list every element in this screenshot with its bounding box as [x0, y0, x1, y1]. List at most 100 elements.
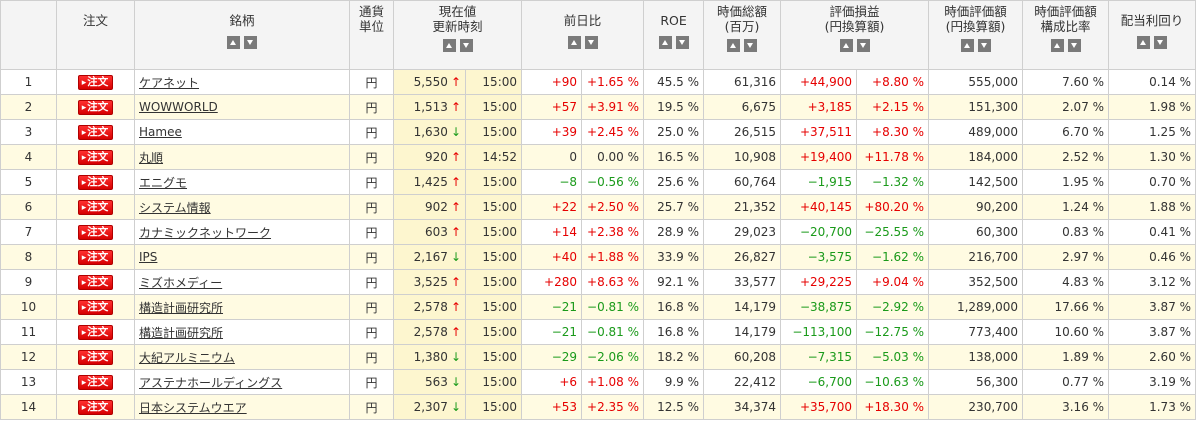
price-cell: 902 ↑ — [393, 194, 466, 220]
row-index: 13 — [0, 369, 57, 395]
composition-ratio: 2.07 % — [1022, 94, 1110, 120]
profit-loss-percent: +2.15 % — [856, 94, 930, 120]
stock-name-link[interactable]: 大紀アルミニウム — [139, 350, 235, 365]
row-index: 8 — [0, 244, 57, 270]
stock-name-link[interactable]: IPS — [139, 250, 158, 264]
current-price: 563 — [425, 375, 448, 389]
portfolio-table: 注文 銘柄 通貨 単位 現在値 更新時刻 前日比 ROE — [0, 0, 1196, 420]
header-roe: ROE — [643, 0, 705, 70]
change-percent: +2.35 % — [581, 394, 645, 420]
sort-desc-icon[interactable] — [244, 36, 257, 49]
sort-asc-icon[interactable] — [839, 39, 853, 52]
sort-asc-icon[interactable] — [567, 36, 581, 49]
update-time: 15:00 — [464, 294, 523, 320]
sort-desc-icon[interactable] — [1067, 39, 1081, 52]
sort-asc-icon[interactable] — [1050, 39, 1064, 52]
currency-unit: 円 — [349, 144, 394, 170]
order-button[interactable]: 注文 — [77, 150, 114, 165]
order-button[interactable]: 注文 — [77, 375, 114, 390]
order-button[interactable]: 注文 — [77, 250, 114, 265]
price-cell: 2,307 ↓ — [393, 394, 466, 420]
order-button[interactable]: 注文 — [77, 350, 114, 365]
stock-name-link[interactable]: 日本システムウエア — [139, 400, 247, 415]
sort-desc-icon[interactable] — [744, 39, 758, 52]
header-roe-label: ROE — [660, 13, 687, 28]
update-time: 15:00 — [464, 244, 523, 270]
header-index — [0, 0, 57, 70]
order-button[interactable]: 注文 — [77, 225, 114, 240]
profit-loss: −6,700 — [780, 369, 858, 395]
price-arrow-icon: ↑ — [450, 100, 461, 114]
stock-name-link[interactable]: WOWWORLD — [139, 100, 218, 114]
order-button[interactable]: 注文 — [77, 300, 114, 315]
stock-name-link[interactable]: ケアネット — [139, 75, 200, 90]
sort-desc-icon[interactable] — [1154, 36, 1168, 49]
currency-unit: 円 — [349, 219, 394, 245]
price-arrow-icon: ↑ — [450, 150, 461, 164]
order-button[interactable]: 注文 — [77, 75, 114, 90]
stock-name-link[interactable]: ミズホメディー — [139, 275, 223, 290]
price-cell: 2,167 ↓ — [393, 244, 466, 270]
profit-loss: −113,100 — [780, 319, 858, 345]
stock-name-link[interactable]: 丸順 — [139, 150, 164, 165]
stock-name-link[interactable]: カナミックネットワーク — [139, 225, 272, 240]
order-button[interactable]: 注文 — [77, 400, 114, 415]
stock-name-link[interactable]: アステナホールディングス — [139, 375, 283, 390]
row-index: 9 — [0, 269, 57, 295]
composition-ratio: 0.77 % — [1022, 369, 1110, 395]
market-cap: 61,316 — [703, 69, 782, 95]
order-button[interactable]: 注文 — [77, 100, 114, 115]
order-button[interactable]: 注文 — [77, 275, 114, 290]
sort-desc-icon[interactable] — [856, 39, 870, 52]
market-cap: 33,577 — [703, 269, 782, 295]
stock-name-link[interactable]: システム情報 — [139, 200, 211, 215]
stock-name-link[interactable]: Hamee — [139, 125, 182, 139]
profit-loss-percent: −12.75 % — [856, 319, 930, 345]
currency-unit: 円 — [349, 119, 394, 145]
order-cell: 注文 — [56, 294, 135, 320]
stock-name-link[interactable]: 構造計画研究所 — [139, 325, 224, 340]
update-time: 15:00 — [464, 194, 523, 220]
dividend-yield: 0.41 % — [1108, 219, 1197, 245]
market-value: 773,400 — [928, 319, 1024, 345]
row-index: 1 — [0, 69, 57, 95]
sort-asc-icon[interactable] — [727, 39, 741, 52]
table-row: 5 注文 エニグモ 円 1,425↑ 15:00 −8 −0.56 % 25.6… — [0, 169, 1197, 195]
roe-value: 92.1 % — [643, 269, 705, 295]
currency-unit: 円 — [349, 169, 394, 195]
sort-asc-icon[interactable] — [960, 39, 974, 52]
price-arrow-icon: ↑ — [450, 300, 461, 314]
change-percent: 0.00 % — [581, 144, 645, 170]
order-button[interactable]: 注文 — [77, 125, 114, 140]
sort-desc-icon[interactable] — [459, 39, 473, 52]
change-value: +6 — [521, 369, 583, 395]
market-cap: 21,352 — [703, 194, 782, 220]
price-arrow-icon: ↓ — [450, 400, 461, 414]
change-value: +90 — [521, 69, 583, 95]
market-cap: 6,675 — [703, 94, 782, 120]
order-button[interactable]: 注文 — [77, 200, 114, 215]
sort-desc-icon[interactable] — [675, 36, 689, 49]
price-cell: 1,630 ↓ — [393, 119, 466, 145]
change-percent: +1.88 % — [581, 244, 645, 270]
stock-name-link[interactable]: 構造計画研究所 — [139, 300, 224, 315]
sort-desc-icon[interactable] — [584, 36, 598, 49]
roe-value: 16.5 % — [643, 144, 705, 170]
order-button[interactable]: 注文 — [77, 175, 114, 190]
header-ratio-label-1: 時価評価額 — [1034, 4, 1097, 19]
sort-desc-icon[interactable] — [977, 39, 991, 52]
sort-asc-icon[interactable] — [442, 39, 456, 52]
order-cell: 注文 — [56, 269, 135, 295]
price-cell: 1,380 ↓ — [393, 344, 466, 370]
stock-name-link[interactable]: エニグモ — [139, 175, 188, 190]
composition-ratio: 1.95 % — [1022, 169, 1110, 195]
header-name: 銘柄 — [134, 0, 350, 70]
sort-asc-icon[interactable] — [227, 36, 240, 49]
stock-name-cell: システム情報 — [134, 194, 350, 220]
order-button[interactable]: 注文 — [77, 325, 114, 340]
header-price: 現在値 更新時刻 — [392, 0, 523, 70]
roe-value: 33.9 % — [643, 244, 705, 270]
sort-asc-icon[interactable] — [1137, 36, 1151, 49]
sort-asc-icon[interactable] — [658, 36, 672, 49]
table-row: 3 注文 Hamee 円 1,630↓ 15:00 +39 +2.45 % 25… — [0, 119, 1197, 145]
